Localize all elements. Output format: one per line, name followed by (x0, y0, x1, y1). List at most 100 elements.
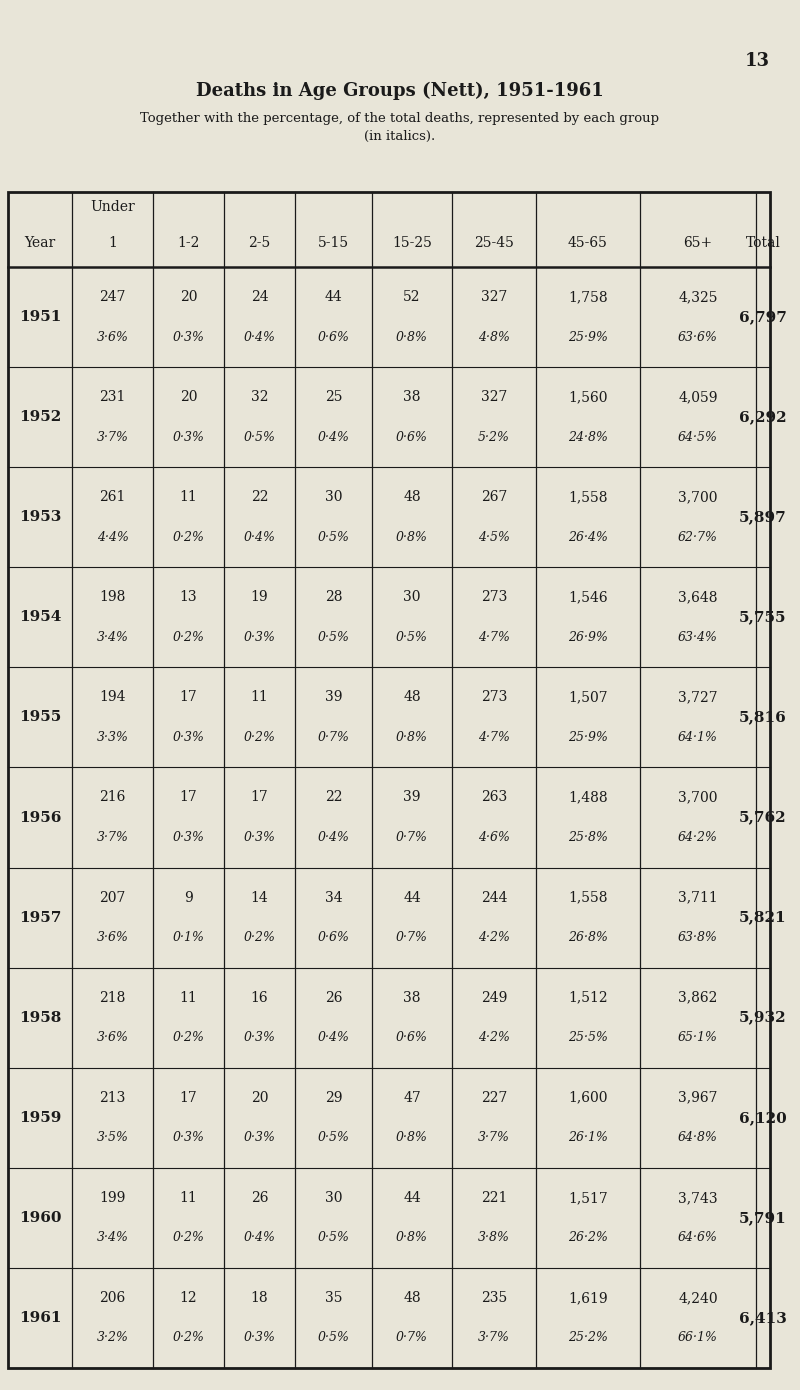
Text: 17: 17 (180, 791, 198, 805)
Text: 0·3%: 0·3% (243, 831, 275, 844)
Text: 11: 11 (180, 491, 198, 505)
Text: 63·6%: 63·6% (678, 331, 718, 343)
Text: 3·8%: 3·8% (478, 1232, 510, 1244)
Text: 3·6%: 3·6% (97, 1031, 129, 1044)
Text: 1,600: 1,600 (568, 1091, 608, 1105)
Text: 5,791: 5,791 (739, 1211, 787, 1225)
Text: 235: 235 (481, 1291, 507, 1305)
Text: 5·2%: 5·2% (478, 431, 510, 443)
Text: 0·6%: 0·6% (318, 931, 350, 944)
Text: 1956: 1956 (19, 810, 61, 824)
Text: 0·8%: 0·8% (396, 531, 428, 543)
Text: 25·9%: 25·9% (568, 331, 608, 343)
Text: 0·4%: 0·4% (318, 1031, 350, 1044)
Text: 2-5: 2-5 (248, 236, 270, 250)
Text: 32: 32 (250, 391, 268, 404)
Text: 218: 218 (99, 991, 126, 1005)
Text: 30: 30 (325, 491, 342, 505)
Text: 9: 9 (184, 891, 193, 905)
Text: 16: 16 (250, 991, 268, 1005)
Text: 13: 13 (745, 51, 770, 70)
Text: 1953: 1953 (19, 510, 61, 524)
Text: 5,816: 5,816 (739, 710, 787, 724)
Text: 0·3%: 0·3% (173, 1131, 205, 1144)
Text: 4·6%: 4·6% (478, 831, 510, 844)
Text: 198: 198 (99, 591, 126, 605)
Text: 17: 17 (250, 791, 268, 805)
Text: 0·8%: 0·8% (396, 331, 428, 343)
Text: 1,488: 1,488 (568, 791, 608, 805)
Text: 1: 1 (108, 236, 117, 250)
Text: 25·8%: 25·8% (568, 831, 608, 844)
Text: 1-2: 1-2 (178, 236, 200, 250)
Text: 64·1%: 64·1% (678, 731, 718, 744)
Text: 63·8%: 63·8% (678, 931, 718, 944)
Text: 3·6%: 3·6% (97, 931, 129, 944)
Text: 0·3%: 0·3% (173, 331, 205, 343)
Text: 1960: 1960 (18, 1211, 62, 1225)
Text: 3,711: 3,711 (678, 891, 718, 905)
Text: 29: 29 (325, 1091, 342, 1105)
Text: 3,700: 3,700 (678, 791, 718, 805)
Text: 5,897: 5,897 (739, 510, 787, 524)
Text: 0·4%: 0·4% (318, 831, 350, 844)
Text: 25·2%: 25·2% (568, 1332, 608, 1344)
Text: 231: 231 (99, 391, 126, 404)
Text: 44: 44 (403, 1191, 421, 1205)
Text: 0·5%: 0·5% (243, 431, 275, 443)
Text: 1,560: 1,560 (568, 391, 608, 404)
Text: 0·7%: 0·7% (396, 831, 428, 844)
Text: 3·7%: 3·7% (478, 1332, 510, 1344)
Text: 3·6%: 3·6% (97, 331, 129, 343)
Text: 15-25: 15-25 (392, 236, 432, 250)
Text: 4·8%: 4·8% (478, 331, 510, 343)
Text: 47: 47 (403, 1091, 421, 1105)
Text: (in italics).: (in italics). (364, 131, 436, 143)
Text: 249: 249 (481, 991, 507, 1005)
Bar (8, 192, 770, 1368)
Text: 1,619: 1,619 (568, 1291, 608, 1305)
Text: 26·2%: 26·2% (568, 1232, 608, 1244)
Text: 5,932: 5,932 (739, 1011, 787, 1024)
Text: 25: 25 (325, 391, 342, 404)
Text: 6,120: 6,120 (739, 1111, 787, 1125)
Text: 18: 18 (250, 1291, 268, 1305)
Text: 26: 26 (250, 1191, 268, 1205)
Text: 0·4%: 0·4% (318, 431, 350, 443)
Text: 4·2%: 4·2% (478, 931, 510, 944)
Text: 0·3%: 0·3% (243, 1031, 275, 1044)
Text: 64·2%: 64·2% (678, 831, 718, 844)
Text: 1,507: 1,507 (568, 691, 608, 705)
Text: 1951: 1951 (19, 310, 61, 324)
Text: 65·1%: 65·1% (678, 1031, 718, 1044)
Text: 1,558: 1,558 (568, 491, 608, 505)
Text: 1,512: 1,512 (568, 991, 608, 1005)
Text: 3·3%: 3·3% (97, 731, 129, 744)
Text: Year: Year (24, 236, 56, 250)
Text: 26·8%: 26·8% (568, 931, 608, 944)
Text: 194: 194 (99, 691, 126, 705)
Text: 1954: 1954 (19, 610, 61, 624)
Text: Deaths in Age Groups (Nett), 1951-1961: Deaths in Age Groups (Nett), 1951-1961 (196, 82, 604, 100)
Text: 39: 39 (403, 791, 421, 805)
Text: 221: 221 (481, 1191, 507, 1205)
Text: 20: 20 (180, 291, 198, 304)
Text: 4·4%: 4·4% (97, 531, 129, 543)
Text: 6,797: 6,797 (739, 310, 787, 324)
Text: 48: 48 (403, 1291, 421, 1305)
Text: 26: 26 (325, 991, 342, 1005)
Text: 66·1%: 66·1% (678, 1332, 718, 1344)
Text: 0·4%: 0·4% (243, 331, 275, 343)
Text: 0·3%: 0·3% (243, 631, 275, 644)
Text: 1958: 1958 (19, 1011, 61, 1024)
Text: 3·7%: 3·7% (97, 831, 129, 844)
Text: 206: 206 (99, 1291, 126, 1305)
Text: 24·8%: 24·8% (568, 431, 608, 443)
Text: 0·4%: 0·4% (243, 1232, 275, 1244)
Text: 3,862: 3,862 (678, 991, 718, 1005)
Text: 244: 244 (481, 891, 507, 905)
Text: 6,292: 6,292 (739, 410, 787, 424)
Text: 3,743: 3,743 (678, 1191, 718, 1205)
Text: 25·5%: 25·5% (568, 1031, 608, 1044)
Text: 4·7%: 4·7% (478, 731, 510, 744)
